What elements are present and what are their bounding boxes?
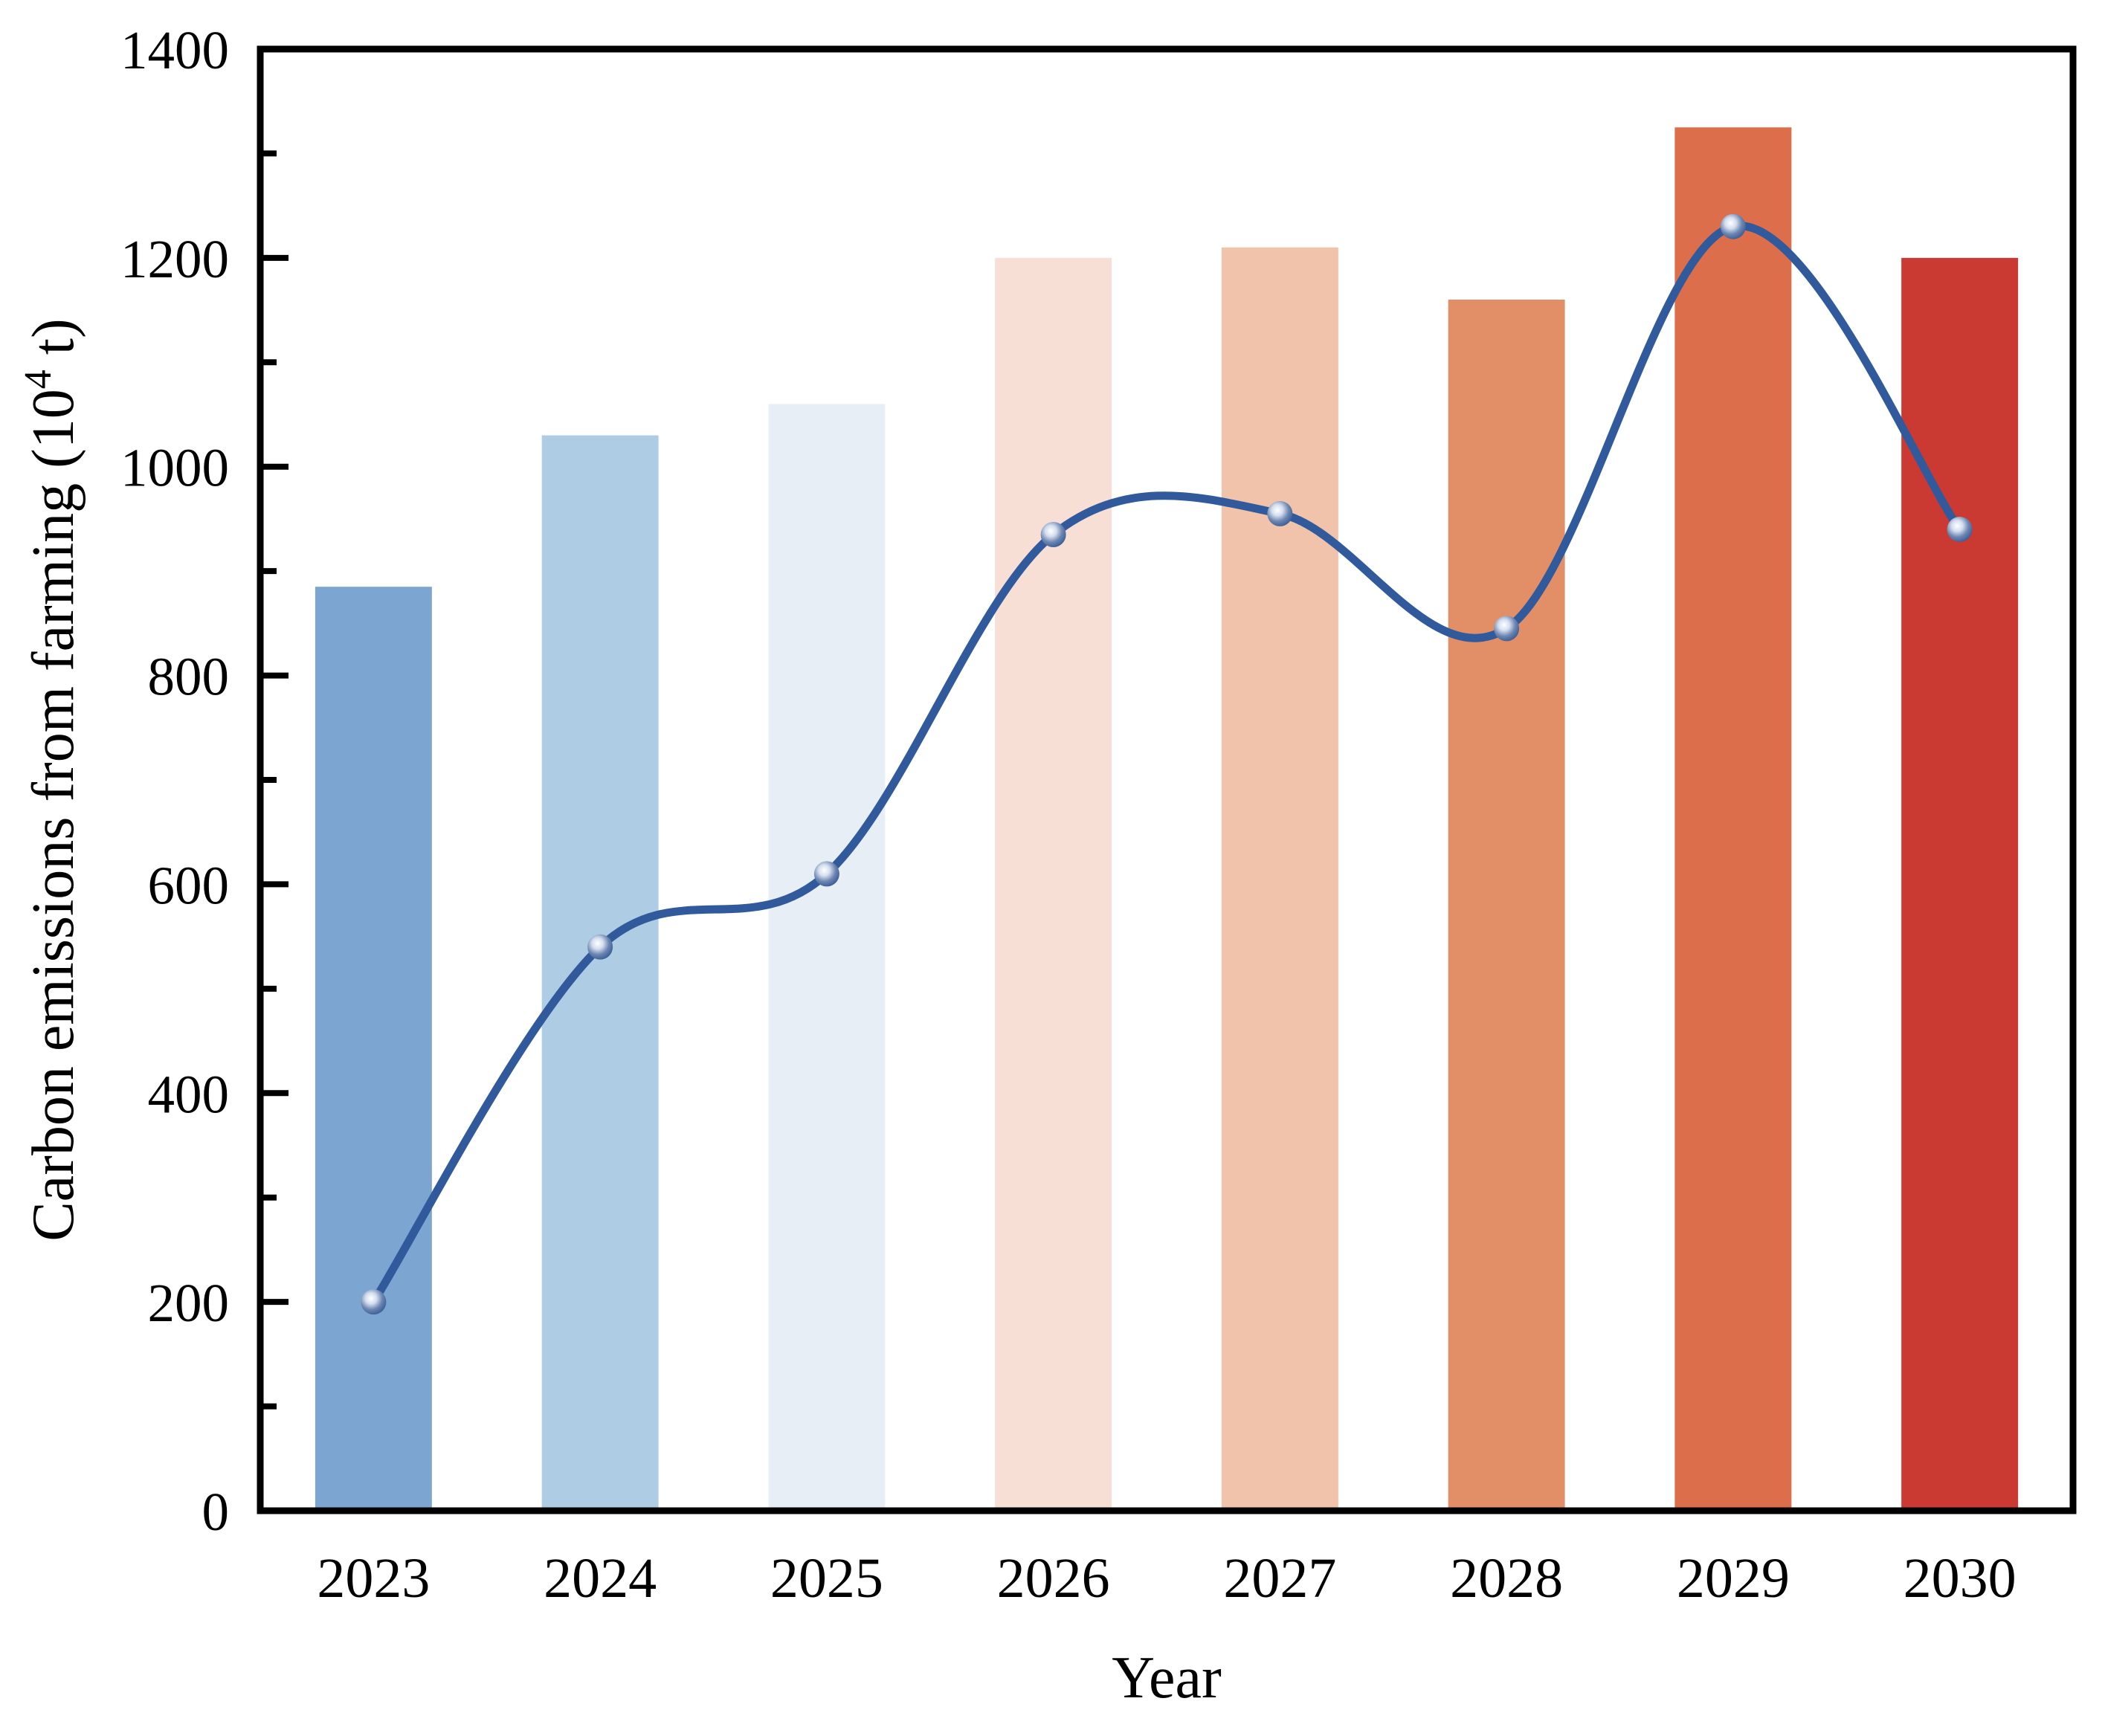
y-axis-title: Carbon emissions from farming (104 t)	[17, 318, 86, 1241]
marker-2025	[813, 861, 839, 887]
y-tick-label: 600	[148, 855, 230, 915]
x-axis-title: Year	[1112, 1645, 1221, 1711]
marker-2026	[1040, 521, 1066, 547]
x-tick-label: 2025	[770, 1547, 883, 1610]
marker-2029	[1720, 213, 1746, 239]
bar-2030	[1901, 257, 2019, 1511]
y-tick-label: 1400	[120, 20, 229, 80]
y-tick-label: 200	[148, 1273, 230, 1333]
marker-2030	[1947, 516, 1973, 542]
x-tick-label: 2024	[544, 1547, 657, 1610]
bar-2025	[768, 404, 886, 1511]
marker-2024	[587, 934, 613, 960]
marker-2027	[1267, 500, 1293, 526]
y-tick-label: 1000	[120, 438, 229, 498]
bar-2026	[995, 257, 1112, 1511]
marker-2028	[1494, 616, 1520, 642]
x-tick-label: 2026	[997, 1547, 1110, 1610]
x-tick-label: 2027	[1223, 1547, 1336, 1610]
y-tick-label: 0	[202, 1482, 230, 1542]
x-tick-label: 2030	[1903, 1547, 2017, 1610]
y-tick-label: 400	[148, 1064, 230, 1124]
x-tick-label: 2023	[317, 1547, 430, 1610]
y-tick-label: 800	[148, 647, 230, 707]
bar-2024	[541, 435, 659, 1511]
bar-2023	[315, 587, 432, 1511]
x-tick-label: 2028	[1450, 1547, 1563, 1610]
x-tick-label: 2029	[1677, 1547, 1790, 1610]
bar-2029	[1674, 127, 1792, 1511]
y-tick-label: 1200	[120, 229, 229, 289]
bar-2027	[1221, 247, 1338, 1511]
bar-2028	[1448, 300, 1565, 1511]
marker-2023	[361, 1289, 387, 1315]
plot-area: 0 200 400 600 800 1000 1200 1400 2023 2024 2025 202…	[120, 20, 2077, 1610]
